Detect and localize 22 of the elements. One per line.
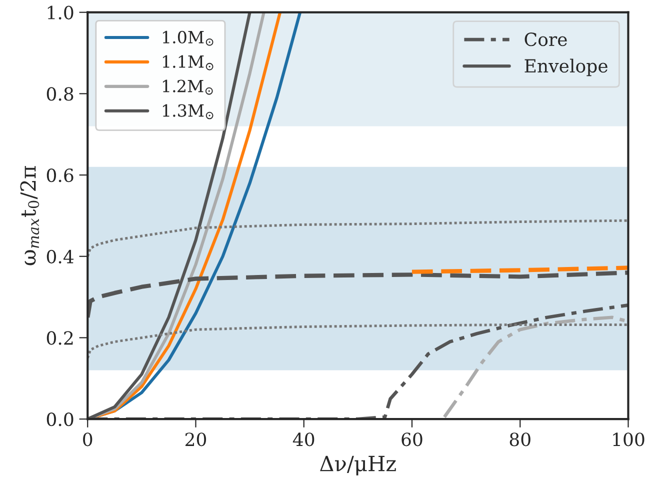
- legend-label: 1.1M$_{⊙}$: [162, 55, 214, 70]
- x-axis-title: Δν/μHz: [320, 456, 396, 476]
- y-tick-label: 0.2: [46, 331, 73, 345]
- y-tick-label: 1.0: [48, 6, 74, 20]
- legend-label: 1.0M$_{⊙}$: [162, 30, 214, 46]
- y-tick-label: 0.6: [46, 168, 74, 182]
- x-tick-label: 20: [185, 432, 206, 446]
- line-series: [88, 323, 628, 360]
- x-tick-label: 100: [613, 432, 644, 446]
- line-series: [88, 219, 628, 258]
- x-tick-label: 40: [292, 432, 314, 446]
- y-tick-label: 0.8: [46, 87, 74, 101]
- y-tick-label: 0.4: [46, 250, 74, 264]
- annotation: Envelope: [524, 58, 608, 76]
- y-tick-label: 0.0: [46, 412, 74, 426]
- legend-label: 1.2M$_{⊙}$: [162, 80, 213, 95]
- legend-label: 1.3M$_{⊙}$: [162, 104, 214, 120]
- x-tick-label: 60: [402, 432, 422, 446]
- x-tick-label: 80: [510, 432, 530, 446]
- x-tick-label: 0: [83, 432, 92, 446]
- annotation: Core: [524, 32, 567, 46]
- y-axis-title: ω$_{max}$t$_{0}$/2π: [20, 166, 40, 266]
